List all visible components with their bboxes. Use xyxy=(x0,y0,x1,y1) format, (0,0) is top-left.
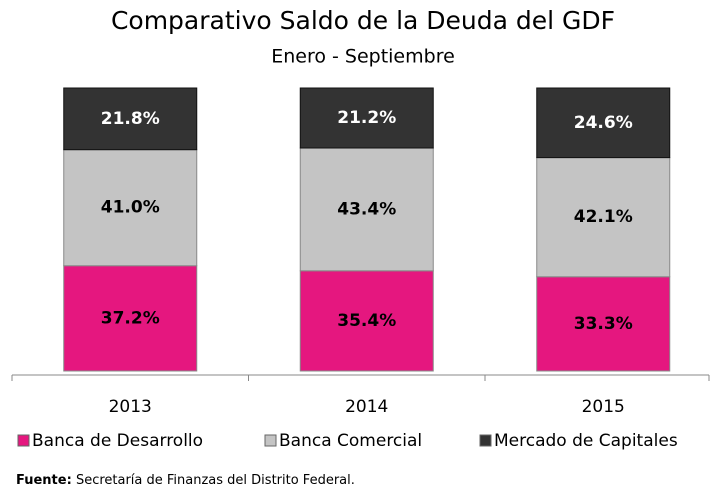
value-label: 37.2% xyxy=(101,308,160,328)
bar-segment xyxy=(63,87,198,151)
value-label: 41.0% xyxy=(101,198,160,218)
legend-swatch xyxy=(264,434,277,447)
bar-segment xyxy=(536,87,671,159)
source-text: Secretaría de Finanzas del Distrito Fede… xyxy=(76,473,355,488)
value-label: 21.2% xyxy=(337,108,396,128)
legend-label: Banca de Desarrollo xyxy=(32,431,203,451)
x-tick-label: 2015 xyxy=(582,397,625,417)
value-label: 43.4% xyxy=(337,199,396,219)
source-label: Fuente: xyxy=(16,473,72,488)
x-tick-label: 2014 xyxy=(345,397,388,417)
bar-segment xyxy=(63,265,198,372)
value-label: 24.6% xyxy=(574,113,633,133)
legend-swatch xyxy=(479,434,492,447)
bar-segment xyxy=(536,276,671,372)
x-tick-label: 2013 xyxy=(109,397,152,417)
source: Fuente: Secretaría de Finanzas del Distr… xyxy=(16,473,355,488)
legend-label: Banca Comercial xyxy=(279,431,422,451)
chart-subtitle: Enero - Septiembre xyxy=(271,46,455,68)
value-label: 33.3% xyxy=(574,314,633,334)
value-label: 21.8% xyxy=(101,109,160,129)
legend-label: Mercado de Capitales xyxy=(494,431,678,451)
bar-segment xyxy=(63,149,198,267)
legend-swatch xyxy=(17,434,30,447)
value-label: 42.1% xyxy=(574,207,633,227)
bar-segment xyxy=(536,157,671,278)
chart-title: Comparativo Saldo de la Deuda del GDF xyxy=(111,6,615,35)
value-label: 35.4% xyxy=(337,311,396,331)
bar-segment xyxy=(299,87,434,149)
